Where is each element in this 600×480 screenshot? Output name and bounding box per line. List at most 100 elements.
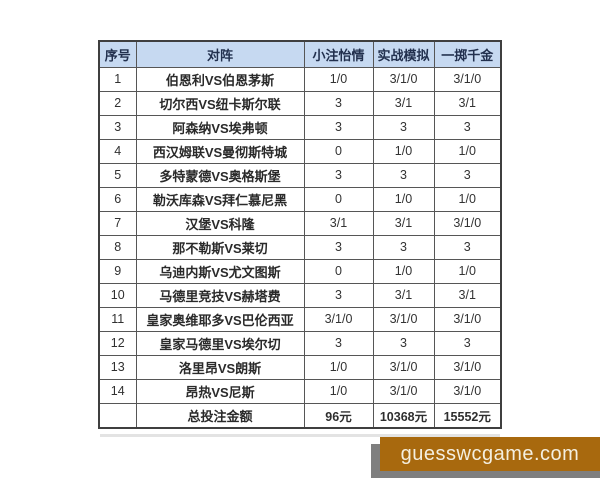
match-cell: 昂热VS尼斯 <box>135 378 305 404</box>
small-bet-cell: 0 <box>303 186 374 212</box>
match-cell: 皇家奥维耶多VS巴伦西亚 <box>135 306 305 332</box>
seq-cell: 4 <box>98 138 137 164</box>
table-row: 3 阿森纳VS埃弗顿 3 3 3 <box>98 114 502 140</box>
small-bet-cell: 3 <box>303 330 374 356</box>
table-row: 10 马德里竞技VS赫塔费 3 3/1 3/1 <box>98 282 502 308</box>
column-header-small-bet-cell: 小注怡情 <box>303 40 374 68</box>
table-bottom-shadow <box>100 434 500 437</box>
match-cell: 皇家马德里VS埃尔切 <box>135 330 305 356</box>
big-bet-cell: 3/1 <box>433 282 502 308</box>
match-cell: 伯恩利VS伯恩茅斯 <box>135 66 305 92</box>
match-cell: 那不勒斯VS莱切 <box>135 234 305 260</box>
seq-cell: 9 <box>98 258 137 284</box>
simulation-cell: 3/1/0 <box>372 66 435 92</box>
simulation-cell: 3/1 <box>372 90 435 116</box>
watermark-text: guesswcgame.com <box>400 442 580 465</box>
small-bet-cell: 1/0 <box>303 354 374 380</box>
big-bet-cell: 3 <box>433 330 502 356</box>
small-bet-cell: 3 <box>303 90 374 116</box>
match-cell: 乌迪内斯VS尤文图斯 <box>135 258 305 284</box>
match-cell: 汉堡VS科隆 <box>135 210 305 236</box>
seq-cell: 8 <box>98 234 137 260</box>
big-bet-cell: 3/1/0 <box>433 306 502 332</box>
small-bet-cell: 1/0 <box>303 378 374 404</box>
match-cell: 马德里竞技VS赫塔费 <box>135 282 305 308</box>
column-header-big-bet-cell: 一掷千金 <box>433 40 502 68</box>
table-row: 9 乌迪内斯VS尤文图斯 0 1/0 1/0 <box>98 258 502 284</box>
big-bet-cell: 3/1/0 <box>433 378 502 404</box>
seq-cell: 3 <box>98 114 137 140</box>
seq-cell: 7 <box>98 210 137 236</box>
big-bet-cell: 3/1/0 <box>433 210 502 236</box>
big-bet-cell: 3 <box>433 162 502 188</box>
simulation-cell: 1/0 <box>372 186 435 212</box>
table-row: 14 昂热VS尼斯 1/0 3/1/0 3/1/0 <box>98 378 502 404</box>
seq-cell: 1 <box>98 66 137 92</box>
column-header-simulation-cell: 实战模拟 <box>372 40 435 68</box>
match-cell: 切尔西VS纽卡斯尔联 <box>135 90 305 116</box>
simulation-cell: 3/1/0 <box>372 306 435 332</box>
table-row: 8 那不勒斯VS莱切 3 3 3 <box>98 234 502 260</box>
seq-cell: 12 <box>98 330 137 356</box>
big-bet-cell: 1/0 <box>433 138 502 164</box>
match-cell: 西汉姆联VS曼彻斯特城 <box>135 138 305 164</box>
simulation-cell: 1/0 <box>372 258 435 284</box>
seq-cell: 10 <box>98 282 137 308</box>
total-small-bet-cell: 96元 <box>303 402 374 429</box>
betting-table: 序号 对阵 小注怡情 实战模拟 一掷千金 1 伯恩利VS伯恩茅斯 1/0 3/1/0 3/1/0… <box>98 40 502 429</box>
seq-cell: 13 <box>98 354 137 380</box>
simulation-cell: 3 <box>372 330 435 356</box>
simulation-cell: 3/1/0 <box>372 354 435 380</box>
small-bet-cell: 3 <box>303 162 374 188</box>
small-bet-cell: 3 <box>303 282 374 308</box>
table-row: 2 切尔西VS纽卡斯尔联 3 3/1 3/1 <box>98 90 502 116</box>
small-bet-cell: 0 <box>303 138 374 164</box>
table-row: 6 勒沃库森VS拜仁慕尼黑 0 1/0 1/0 <box>98 186 502 212</box>
table-row: 5 多特蒙德VS奥格斯堡 3 3 3 <box>98 162 502 188</box>
seq-cell: 14 <box>98 378 137 404</box>
small-bet-cell: 3/1 <box>303 210 374 236</box>
table-row: 4 西汉姆联VS曼彻斯特城 0 1/0 1/0 <box>98 138 502 164</box>
table-header-row: 序号 对阵 小注怡情 实战模拟 一掷千金 <box>98 40 502 68</box>
column-header-seq-cell: 序号 <box>98 40 137 68</box>
simulation-cell: 3 <box>372 162 435 188</box>
simulation-cell: 3/1/0 <box>372 378 435 404</box>
match-cell: 阿森纳VS埃弗顿 <box>135 114 305 140</box>
small-bet-cell: 1/0 <box>303 66 374 92</box>
small-bet-cell: 3/1/0 <box>303 306 374 332</box>
small-bet-cell: 0 <box>303 258 374 284</box>
total-row: 总投注金额 96元 10368元 15552元 <box>98 402 502 429</box>
match-cell: 多特蒙德VS奥格斯堡 <box>135 162 305 188</box>
seq-cell: 5 <box>98 162 137 188</box>
big-bet-cell: 3 <box>433 114 502 140</box>
big-bet-cell: 3/1/0 <box>433 354 502 380</box>
big-bet-cell: 3/1 <box>433 90 502 116</box>
seq-cell: 6 <box>98 186 137 212</box>
total-simulation-cell: 10368元 <box>372 402 435 429</box>
simulation-cell: 3 <box>372 114 435 140</box>
match-cell: 洛里昂VS朗斯 <box>135 354 305 380</box>
big-bet-cell: 1/0 <box>433 258 502 284</box>
simulation-cell: 1/0 <box>372 138 435 164</box>
total-big-bet-cell: 15552元 <box>433 402 502 429</box>
big-bet-cell: 1/0 <box>433 186 502 212</box>
watermark: guesswcgame.com <box>380 437 600 471</box>
simulation-cell: 3 <box>372 234 435 260</box>
total-match-cell: 总投注金额 <box>135 402 305 429</box>
match-cell: 勒沃库森VS拜仁慕尼黑 <box>135 186 305 212</box>
seq-cell: 11 <box>98 306 137 332</box>
simulation-cell: 3/1 <box>372 282 435 308</box>
table-row: 1 伯恩利VS伯恩茅斯 1/0 3/1/0 3/1/0 <box>98 66 502 92</box>
seq-cell: 2 <box>98 90 137 116</box>
big-bet-cell: 3 <box>433 234 502 260</box>
table-body: 1 伯恩利VS伯恩茅斯 1/0 3/1/0 3/1/0 2 切尔西VS纽卡斯尔联 3 3/1 3/… <box>98 66 502 429</box>
simulation-cell: 3/1 <box>372 210 435 236</box>
column-header-match-cell: 对阵 <box>135 40 305 68</box>
big-bet-cell: 3/1/0 <box>433 66 502 92</box>
small-bet-cell: 3 <box>303 114 374 140</box>
table-row: 7 汉堡VS科隆 3/1 3/1 3/1/0 <box>98 210 502 236</box>
table-row: 12 皇家马德里VS埃尔切 3 3 3 <box>98 330 502 356</box>
total-seq-cell <box>98 402 137 429</box>
table-row: 13 洛里昂VS朗斯 1/0 3/1/0 3/1/0 <box>98 354 502 380</box>
small-bet-cell: 3 <box>303 234 374 260</box>
